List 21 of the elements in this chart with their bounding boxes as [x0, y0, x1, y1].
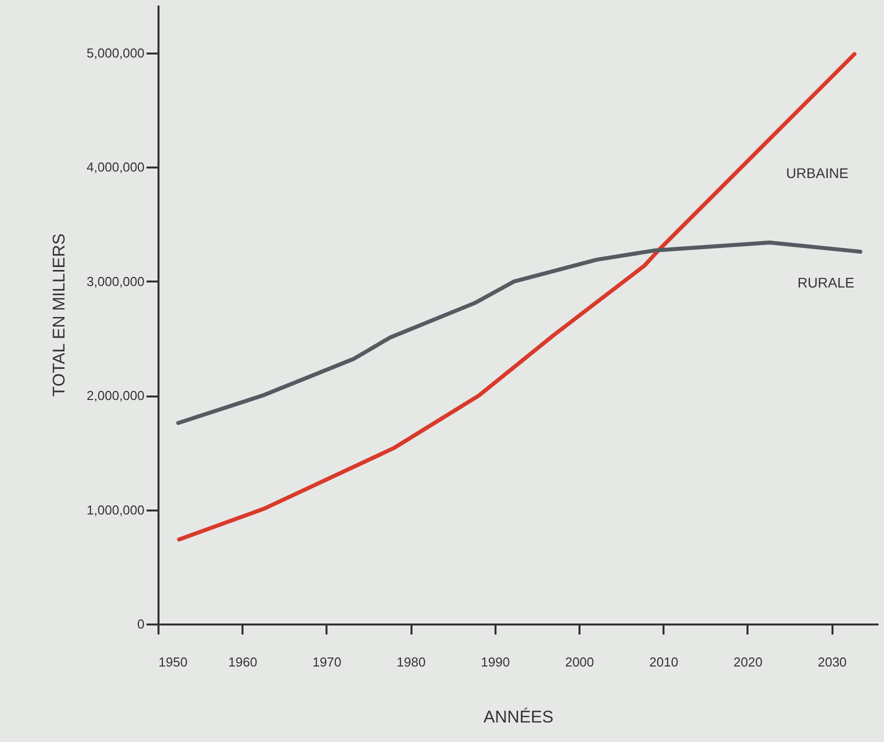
y-tick-label: 5,000,000 [86, 45, 144, 60]
x-tick-label: 1990 [480, 654, 510, 670]
x-tick-label: 1950 [158, 654, 188, 670]
text: URBAINE [786, 165, 848, 182]
y-tick-label: 2,000,000 [86, 388, 144, 404]
y-tick-label: 1,000,000 [86, 502, 144, 518]
y-tick-label: 3,000,000 [86, 274, 144, 289]
x-tick-label: 2020 [734, 654, 762, 670]
x-tick-label: 2010 [649, 654, 678, 670]
line-series [176, 240, 862, 425]
series-label: RURALE [798, 274, 854, 291]
line-series [177, 52, 856, 542]
x-axis-title: ANNÉES [484, 708, 554, 726]
y-tick-label: 4,000,000 [86, 160, 144, 175]
x-tick-label: 1980 [396, 654, 426, 670]
x-tick-label: 1970 [312, 654, 342, 670]
x-tick-label: 1960 [228, 654, 258, 670]
y-tick-label: 0 [137, 616, 144, 632]
x-tick-label: 2000 [565, 654, 594, 670]
y-axis-title: TOTAL EN MILLIERS [50, 233, 69, 397]
x-tick-label: 2030 [818, 654, 847, 670]
